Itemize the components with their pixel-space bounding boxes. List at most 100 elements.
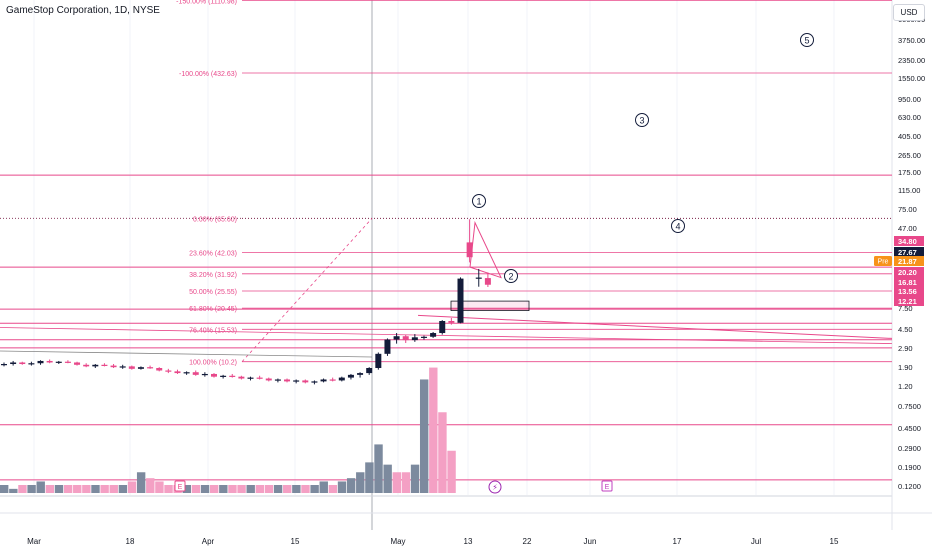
candle-body xyxy=(329,379,336,381)
candle-body xyxy=(101,364,108,366)
candle-body xyxy=(210,373,217,377)
price-axis-tick: 3750.00 xyxy=(898,36,925,45)
volume-bar xyxy=(410,464,420,493)
price-label: 34.80 xyxy=(898,237,917,246)
earnings-marker xyxy=(174,480,186,492)
fib-level-label: 0.00% (65.60) xyxy=(193,216,237,223)
volume-bar xyxy=(146,478,155,493)
volume-bar xyxy=(36,481,45,493)
volume-bar xyxy=(54,485,64,493)
candle-body xyxy=(64,361,71,363)
price-axis-tick: 405.00 xyxy=(898,132,921,141)
volume-bar xyxy=(374,444,383,493)
time-axis-tick: Apr xyxy=(202,537,215,546)
candle-body xyxy=(384,339,391,354)
price-label: 27.67 xyxy=(898,248,917,257)
candle-body xyxy=(10,362,17,365)
candle-body xyxy=(19,362,26,365)
candle-body xyxy=(238,376,245,379)
time-axis-tick: May xyxy=(390,537,405,546)
candle-body xyxy=(119,366,126,368)
time-axis-tick: Jun xyxy=(584,537,597,546)
price-axis-tick: 0.1200 xyxy=(898,482,921,491)
volume-bar xyxy=(438,412,447,493)
price-axis-tick: 0.7500 xyxy=(898,402,921,411)
volume-bar xyxy=(401,472,411,493)
volume-bar xyxy=(209,485,219,493)
chart-drawings xyxy=(0,220,893,358)
volume-bar xyxy=(447,450,456,493)
volume-bar xyxy=(419,379,429,493)
price-label-box xyxy=(894,247,924,257)
split-marker-icon: ⚡ xyxy=(492,483,498,492)
price-label-box xyxy=(894,277,924,287)
fib-level-label: 50.00% (25.55) xyxy=(189,289,237,296)
price-axis-tick: 4.50 xyxy=(898,325,913,334)
volume-bar xyxy=(136,472,146,493)
candlesticks xyxy=(1,219,491,385)
wave-label-circle xyxy=(635,113,649,127)
trend-line xyxy=(0,327,893,345)
volume-bar xyxy=(127,481,137,493)
price-axis-tick: 950.00 xyxy=(898,95,921,104)
candle-body xyxy=(247,377,254,379)
fib-trend-line xyxy=(241,218,373,362)
wave-label: 3 xyxy=(639,116,644,126)
price-axis-tick: 0.1900 xyxy=(898,463,921,472)
currency-button[interactable]: USD xyxy=(893,4,925,21)
candle-body xyxy=(293,380,300,382)
candle-body xyxy=(1,364,7,366)
chart-title: GameStop Corporation, 1D, NYSE xyxy=(6,5,160,16)
candle-body xyxy=(83,364,90,367)
candle-body xyxy=(274,379,281,381)
candle-body xyxy=(192,372,199,375)
candle-body xyxy=(320,379,327,382)
volume-bar xyxy=(319,481,328,493)
volume-bar xyxy=(383,464,392,493)
wave-label-circle xyxy=(671,219,685,233)
volume-bar xyxy=(100,485,109,493)
price-axis-tick: 2.90 xyxy=(898,344,913,353)
fib-level-label: 76.40% (15.53) xyxy=(189,327,237,334)
time-axis-tick: 15 xyxy=(830,537,839,546)
volume-bar xyxy=(27,485,36,493)
trend-line xyxy=(0,350,373,358)
volume-bar xyxy=(264,485,274,493)
candle-body xyxy=(457,278,464,323)
candle-body xyxy=(311,381,318,383)
wave-label: 2 xyxy=(508,272,513,282)
candle-body xyxy=(393,336,400,340)
price-axis-tick: 1550.00 xyxy=(898,74,925,83)
candle-body xyxy=(147,367,154,369)
wave-label-circle xyxy=(472,194,486,208)
volume-bar xyxy=(273,485,283,493)
volume-bar xyxy=(82,485,91,493)
time-axis-tick: 15 xyxy=(291,537,300,546)
rectangle-zone xyxy=(450,300,530,312)
price-label: 16.81 xyxy=(898,278,917,287)
volume-bars xyxy=(0,367,456,493)
price-axis-tick: 0.2900 xyxy=(898,444,921,453)
candle-body xyxy=(74,362,81,365)
price-label: 20.20 xyxy=(898,268,917,277)
volume-bar xyxy=(0,485,9,493)
candle-body xyxy=(347,374,354,378)
pre-market-tag-label: Pre xyxy=(878,259,889,266)
candle-body xyxy=(183,372,190,374)
fib-level-label: 100.00% (10.2) xyxy=(189,360,237,367)
price-axis[interactable]: 6000.003750.002350.001550.00950.00630.00… xyxy=(874,15,925,491)
price-label: 12.21 xyxy=(898,297,917,306)
time-axis[interactable]: Mar 18 Apr 15 May 13 22 Jun 17 Jul 15 xyxy=(27,537,839,546)
candle-body xyxy=(420,336,427,338)
candle-body xyxy=(448,321,455,323)
trend-line xyxy=(417,314,893,339)
fib-level-label: 61.80% (20.45) xyxy=(189,306,237,313)
wave-label: 4 xyxy=(675,222,680,232)
time-axis-tick: Jul xyxy=(751,537,761,546)
candle-body xyxy=(55,361,62,363)
volume-bar xyxy=(310,485,319,493)
volume-bar xyxy=(109,485,118,493)
volume-bar xyxy=(18,485,27,493)
